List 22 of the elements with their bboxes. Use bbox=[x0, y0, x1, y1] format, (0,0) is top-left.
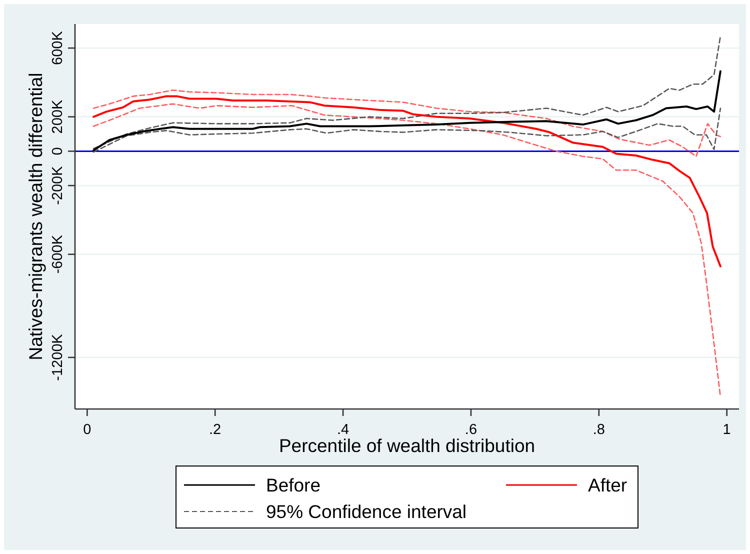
y-tick-label: 200K bbox=[50, 100, 66, 134]
line-series bbox=[92, 90, 722, 157]
x-tick-label: .2 bbox=[209, 422, 222, 438]
legend-label: After bbox=[588, 474, 628, 496]
line-series bbox=[92, 95, 722, 268]
y-tick-label: 0 bbox=[50, 147, 66, 156]
line-series bbox=[92, 70, 722, 152]
y-tick-label: -600K bbox=[50, 234, 66, 274]
x-tick-label: .4 bbox=[336, 422, 350, 438]
line-series bbox=[92, 103, 722, 398]
y-tick-label: -200K bbox=[50, 166, 66, 205]
legend-label: 95% Confidence interval bbox=[266, 501, 467, 522]
x-axis-title: Percentile of wealth distribution bbox=[278, 435, 536, 456]
line-series bbox=[92, 35, 722, 150]
legend-label: Before bbox=[266, 474, 321, 496]
x-tick-label: .6 bbox=[464, 422, 478, 438]
x-tick-label: 1 bbox=[722, 422, 731, 438]
x-tick-label: 0 bbox=[83, 422, 92, 438]
y-axis-title: Natives-migrants wealth differential bbox=[25, 72, 46, 360]
y-tick-label: 600K bbox=[50, 30, 66, 65]
x-tick-label: .8 bbox=[592, 422, 605, 438]
y-tick-label: -1200K bbox=[50, 334, 66, 381]
